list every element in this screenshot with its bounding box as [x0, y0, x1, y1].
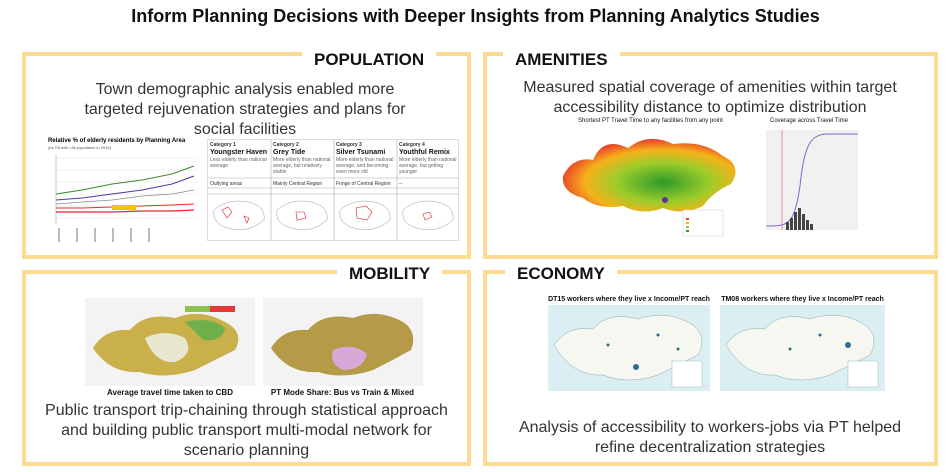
table-grid [208, 140, 458, 240]
figure-caption: TM08 workers where they live x Income/PT… [721, 296, 884, 303]
category-cell: Category 2 Grey Tide More elderly than nat… [273, 142, 331, 178]
category-label: Category 3 [336, 142, 362, 148]
category-region: Mainly Central Region [273, 181, 323, 187]
category-description: More elderly than national average, but … [273, 157, 331, 175]
line-chart-image: Relative % of elderly residents by Plann… [42, 136, 200, 248]
travel-time-map [85, 298, 255, 386]
coverage-map [562, 138, 736, 237]
category-name: Silver Tsunami [336, 149, 386, 156]
figure-caption: PT Mode Share: Bus vs Train & Mixed [270, 388, 415, 397]
figure-caption: Average travel time taken to CBD [107, 388, 233, 397]
category-description: Less elderly than national average [210, 157, 267, 169]
panel-heading: ECONOMY [505, 264, 617, 284]
panel [22, 270, 471, 466]
category-region: Fringe of Central Region [336, 181, 391, 187]
panel [22, 52, 471, 259]
category-label: Category 1 [210, 142, 236, 148]
panel-description: Measured spatial coverage of amenities w… [523, 79, 897, 116]
figure-caption: Shortest PT Travel Time to any facilitie… [578, 118, 723, 124]
figure-caption: DT15 workers where they live x Income/PT… [548, 296, 710, 303]
panel [483, 52, 938, 259]
figure-caption: Coverage across Travel Time [769, 118, 849, 124]
category-label: Category 2 [273, 142, 299, 148]
chart-subtitle: (for PA with >5k population in 2015) [48, 145, 111, 150]
category-cell: Category 1 Youngster Haven Less elderly th… [210, 142, 268, 178]
workers-map [548, 305, 710, 391]
category-name: Grey Tide [273, 149, 306, 156]
category-description: More elderly than national average, but … [399, 157, 457, 175]
category-cell: Category 4 Youthful Remix More elderly tha… [399, 142, 457, 178]
workers-map [720, 305, 885, 391]
panel-heading: MOBILITY [337, 264, 443, 284]
category-description: More elderly than national average, and … [336, 157, 394, 175]
panel-heading: AMENITIES [503, 50, 620, 70]
category-name: Youthful Remix [399, 149, 450, 156]
panel-description: Town demographic analysis enabled more t… [84, 81, 406, 138]
category-table: Category 1 Youngster Haven Less elderly th… [207, 139, 459, 241]
panel-description: Analysis of accessibility to workers-job… [518, 419, 902, 456]
coverage-chart [765, 130, 858, 230]
category-label: Category 4 [399, 142, 425, 148]
category-name: Youngster Haven [210, 149, 268, 156]
panel-description: Public transport trip-chaining through s… [45, 402, 448, 459]
slide-title: Inform Planning Decisions with Deeper In… [131, 6, 820, 26]
panel [483, 270, 938, 466]
chart-title: Relative % of elderly residents by Plann… [48, 138, 186, 144]
panel-heading: POPULATION [302, 50, 437, 70]
category-cell: Category 3 Silver Tsunami More elderly tha… [336, 142, 394, 178]
chart-graphic [55, 154, 197, 242]
category-region: Outlying areas [210, 181, 243, 187]
mode-share-map [263, 298, 423, 386]
category-region: -- [399, 181, 403, 187]
